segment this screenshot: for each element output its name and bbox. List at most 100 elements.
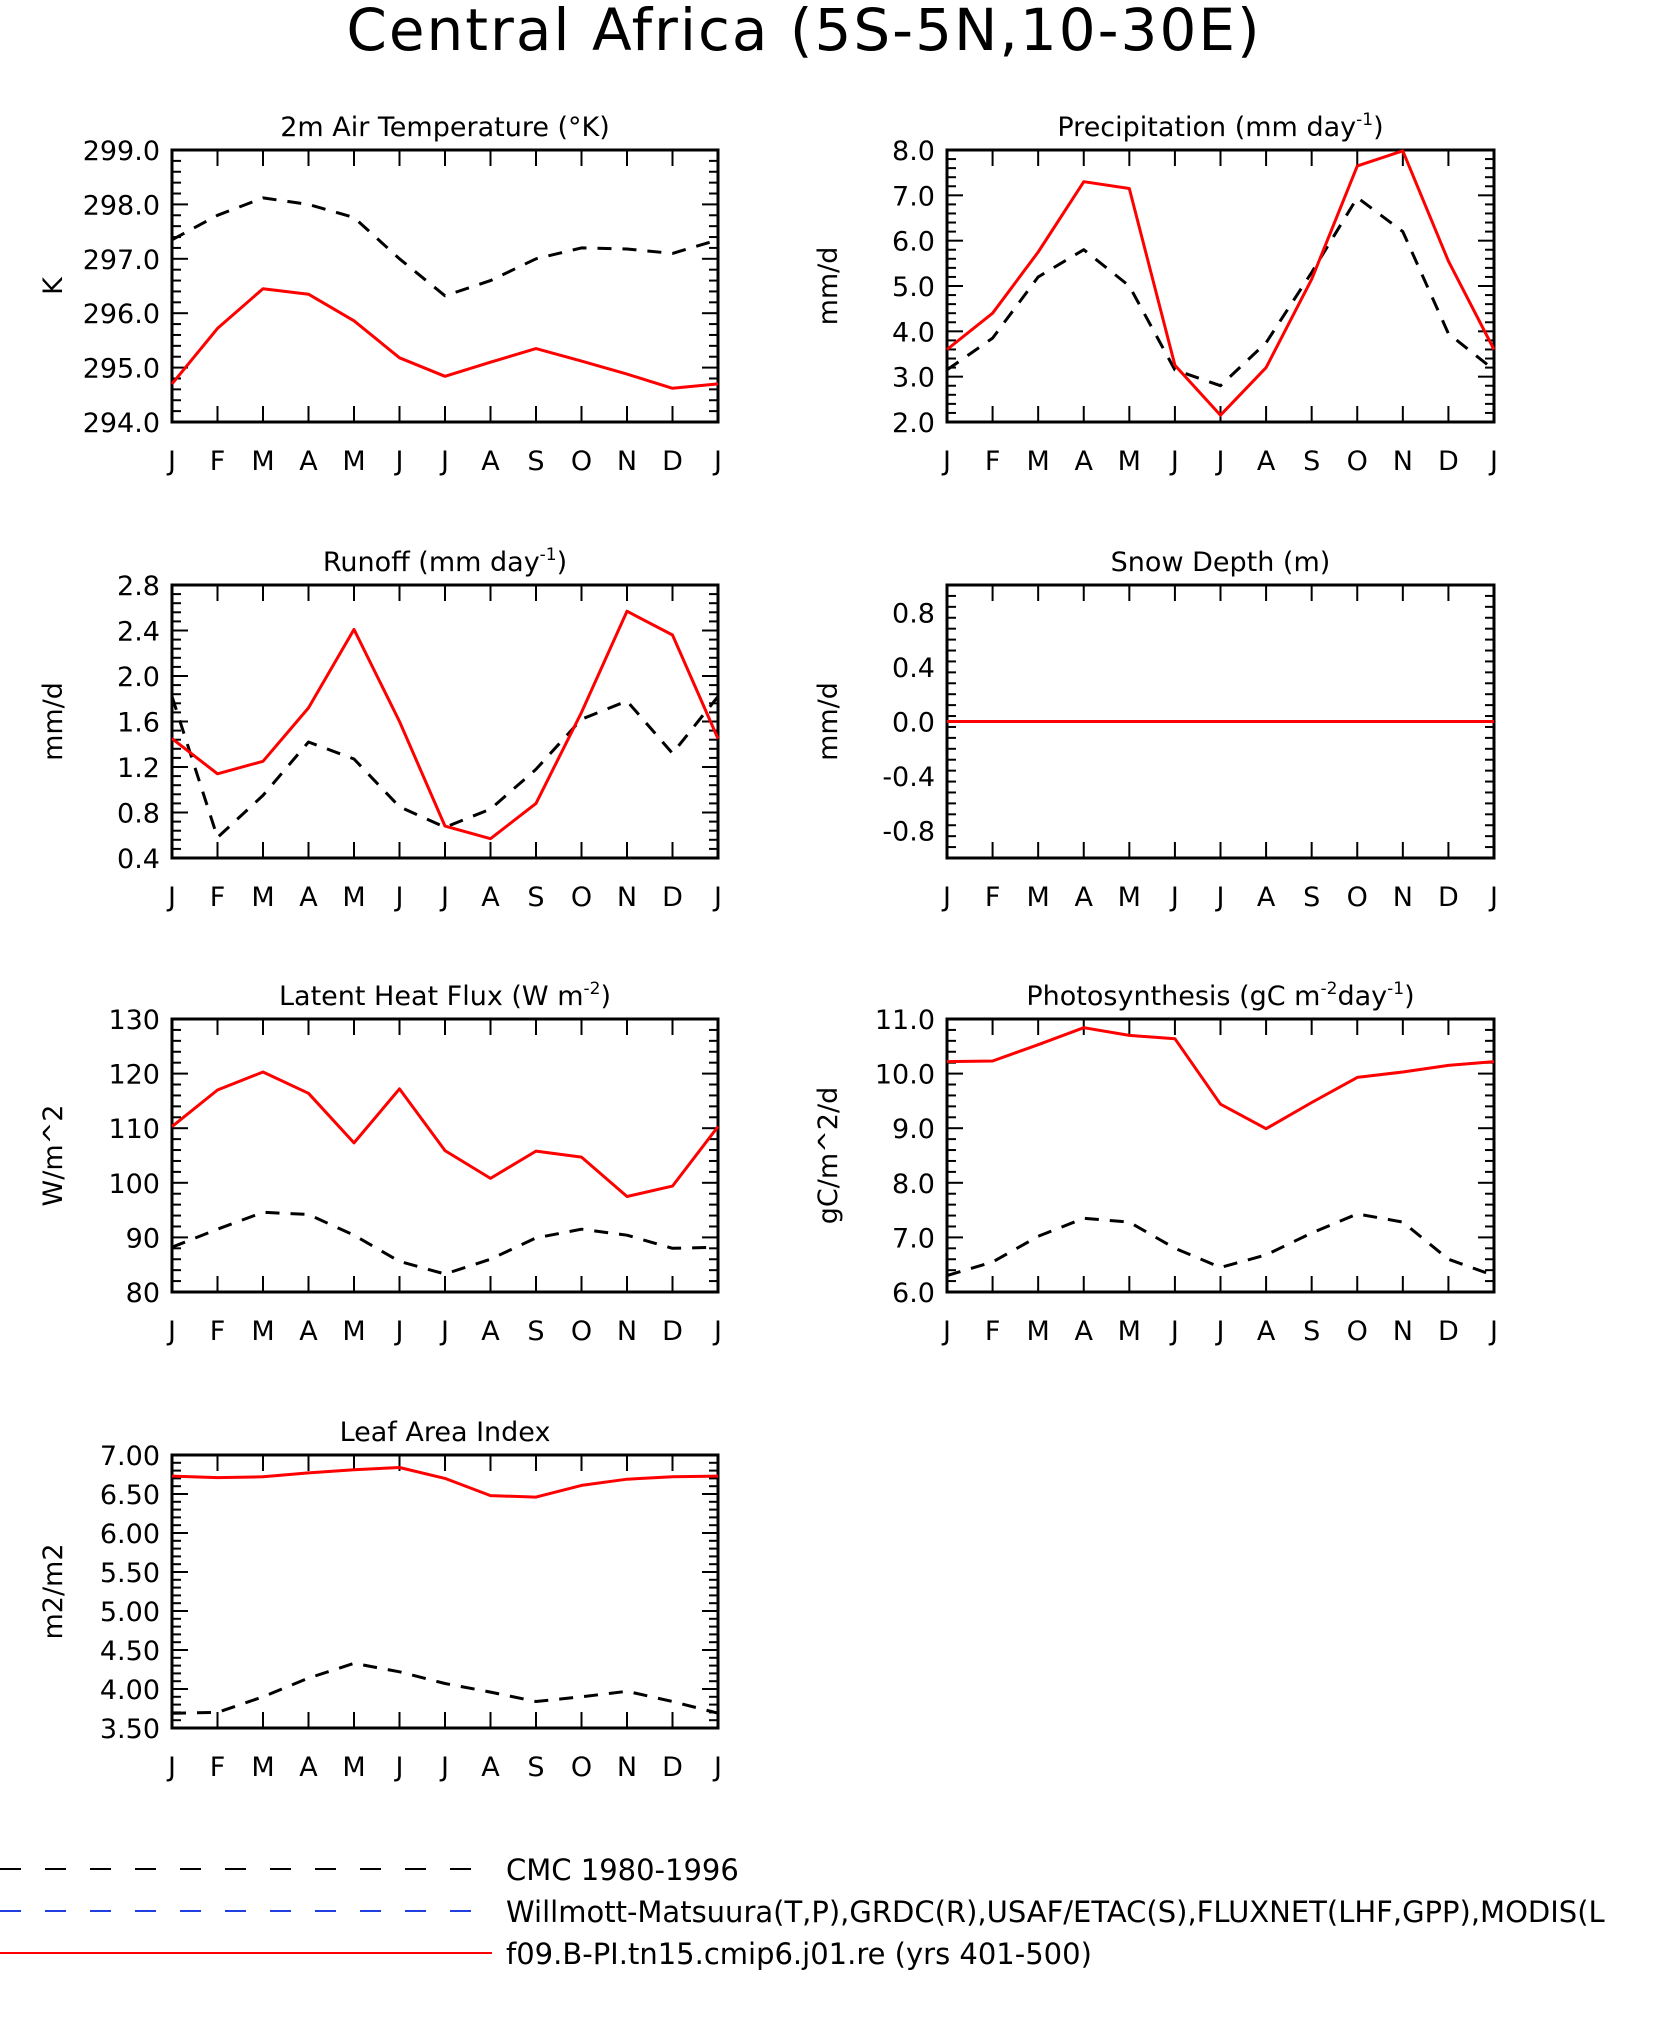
x-tick-label: M <box>1027 882 1050 913</box>
y-tick-label: 8.0 <box>892 1169 935 1200</box>
x-tick-label: J <box>166 1316 176 1347</box>
x-tick-label: J <box>1488 446 1498 477</box>
y-axis-label: mm/d <box>38 682 69 761</box>
chart-title: Snow Depth (m) <box>1111 547 1331 578</box>
chart-title: Photosynthesis (gC m-2day-1) <box>1026 979 1414 1012</box>
y-tick-label: 3.50 <box>100 1714 160 1745</box>
x-tick-label: S <box>527 1752 544 1783</box>
x-tick-label: A <box>1075 882 1094 913</box>
y-tick-label: 6.00 <box>100 1519 160 1550</box>
y-tick-label: 2.4 <box>117 617 160 648</box>
legend-label: CMC 1980-1996 <box>506 1853 739 1887</box>
x-tick-label: J <box>1169 882 1179 913</box>
x-tick-label: J <box>712 1752 722 1783</box>
x-tick-label: F <box>985 1316 1001 1347</box>
x-tick-label: A <box>299 1752 318 1783</box>
y-tick-label: 11.0 <box>875 1005 935 1036</box>
x-tick-label: F <box>210 1752 226 1783</box>
y-axis-label: m2/m2 <box>38 1543 69 1639</box>
x-tick-label: M <box>251 446 274 477</box>
x-tick-label: S <box>1303 1316 1320 1347</box>
y-tick-label: 1.6 <box>117 708 160 739</box>
y-tick-label: 80 <box>126 1278 160 1309</box>
x-tick-label: J <box>1215 446 1225 477</box>
plot-frame <box>170 1017 720 1294</box>
x-tick-label: A <box>1257 446 1276 477</box>
x-tick-label: J <box>1169 446 1179 477</box>
x-tick-label: M <box>342 882 365 913</box>
y-tick-label: 2.0 <box>117 662 160 693</box>
x-tick-label: J <box>941 882 951 913</box>
x-tick-label: A <box>1257 1316 1276 1347</box>
y-tick-label: 298.0 <box>83 190 160 221</box>
x-tick-label: O <box>571 1752 592 1783</box>
y-tick-label: -0.8 <box>882 817 935 848</box>
panels: 2m Air Temperature (°K) K 294.0 295.0 296.0 2… <box>38 110 1498 1783</box>
x-tick-label: A <box>481 1752 500 1783</box>
x-tick-label: N <box>1393 446 1413 477</box>
chart-panel-5: Latent Heat Flux (W m-2) W/m^2 80 90 100 110 1… <box>38 979 722 1347</box>
chart-panel-7: Leaf Area Index m2/m2 3.50 4.00 4.50 5.00 5.50… <box>38 1417 722 1783</box>
x-tick-label: F <box>210 446 226 477</box>
y-tick-label: 2.8 <box>117 571 160 602</box>
chart-panel-2: Precipitation (mm day-1) mm/d 2.0 3.0 4.0 5.0… <box>813 110 1498 477</box>
chart-title: Leaf Area Index <box>340 1417 551 1448</box>
x-tick-label: N <box>617 882 637 913</box>
y-tick-label: 10.0 <box>875 1060 935 1091</box>
y-tick-label: 6.50 <box>100 1480 160 1511</box>
x-tick-label: O <box>571 446 592 477</box>
x-tick-label: J <box>1215 1316 1225 1347</box>
x-tick-label: N <box>617 1316 637 1347</box>
y-axis-label: mm/d <box>813 247 844 326</box>
series-line-model <box>170 287 719 390</box>
chart-title: Precipitation (mm day-1) <box>1057 110 1383 143</box>
x-tick-label: J <box>712 882 722 913</box>
x-tick-label: J <box>439 446 449 477</box>
plot-frame <box>170 148 720 424</box>
x-tick-label: F <box>210 882 226 913</box>
series-line-obs <box>171 196 719 298</box>
x-tick-label: J <box>941 1316 951 1347</box>
y-tick-label: 297.0 <box>83 245 160 276</box>
legend: CMC 1980-1996 Willmott-Matsuura(T,P),GRDC… <box>0 1853 1605 1971</box>
x-tick-label: J <box>394 446 404 477</box>
y-axis-label: K <box>38 276 69 295</box>
series-line-obs <box>171 1210 719 1276</box>
x-tick-label: S <box>1303 882 1320 913</box>
y-tick-label: 5.0 <box>892 272 935 303</box>
y-tick-label: 5.50 <box>100 1558 160 1589</box>
y-tick-label: -0.4 <box>882 762 935 793</box>
y-tick-label: 6.0 <box>892 227 935 258</box>
plot-frame <box>945 1017 1496 1294</box>
x-tick-label: O <box>571 882 592 913</box>
x-tick-label: O <box>1347 882 1368 913</box>
x-tick-label: N <box>1393 882 1413 913</box>
x-tick-label: M <box>342 1316 365 1347</box>
y-tick-label: 6.0 <box>892 1278 935 1309</box>
y-axis-label: W/m^2 <box>38 1105 69 1207</box>
x-tick-label: N <box>617 446 637 477</box>
series-line-obs <box>946 1212 1495 1278</box>
series-line-obs <box>170 695 720 839</box>
x-tick-label: M <box>1027 1316 1050 1347</box>
legend-entry-3: f09.B-PI.tn15.cmip6.j01.re (yrs 401-500) <box>0 1937 1092 1971</box>
series-line-model <box>946 149 1496 417</box>
chart-title: Runoff (mm day-1) <box>323 545 567 578</box>
y-tick-label: 120 <box>108 1060 160 1091</box>
series-line-model <box>946 1026 1495 1131</box>
y-tick-label: 7.00 <box>100 1441 160 1472</box>
x-tick-label: M <box>342 1752 365 1783</box>
x-tick-label: J <box>1488 882 1498 913</box>
x-tick-label: A <box>1075 1316 1094 1347</box>
x-tick-label: F <box>985 446 1001 477</box>
series-line-obs <box>946 196 1495 388</box>
y-tick-label: 3.0 <box>892 363 935 394</box>
chart-title: Latent Heat Flux (W m-2) <box>279 979 611 1012</box>
x-tick-label: J <box>166 1752 176 1783</box>
x-tick-label: D <box>1438 446 1459 477</box>
x-tick-label: S <box>527 1316 544 1347</box>
x-tick-label: F <box>985 882 1001 913</box>
x-tick-label: D <box>662 446 683 477</box>
y-tick-label: 7.0 <box>892 1223 935 1254</box>
x-tick-label: J <box>394 1752 404 1783</box>
